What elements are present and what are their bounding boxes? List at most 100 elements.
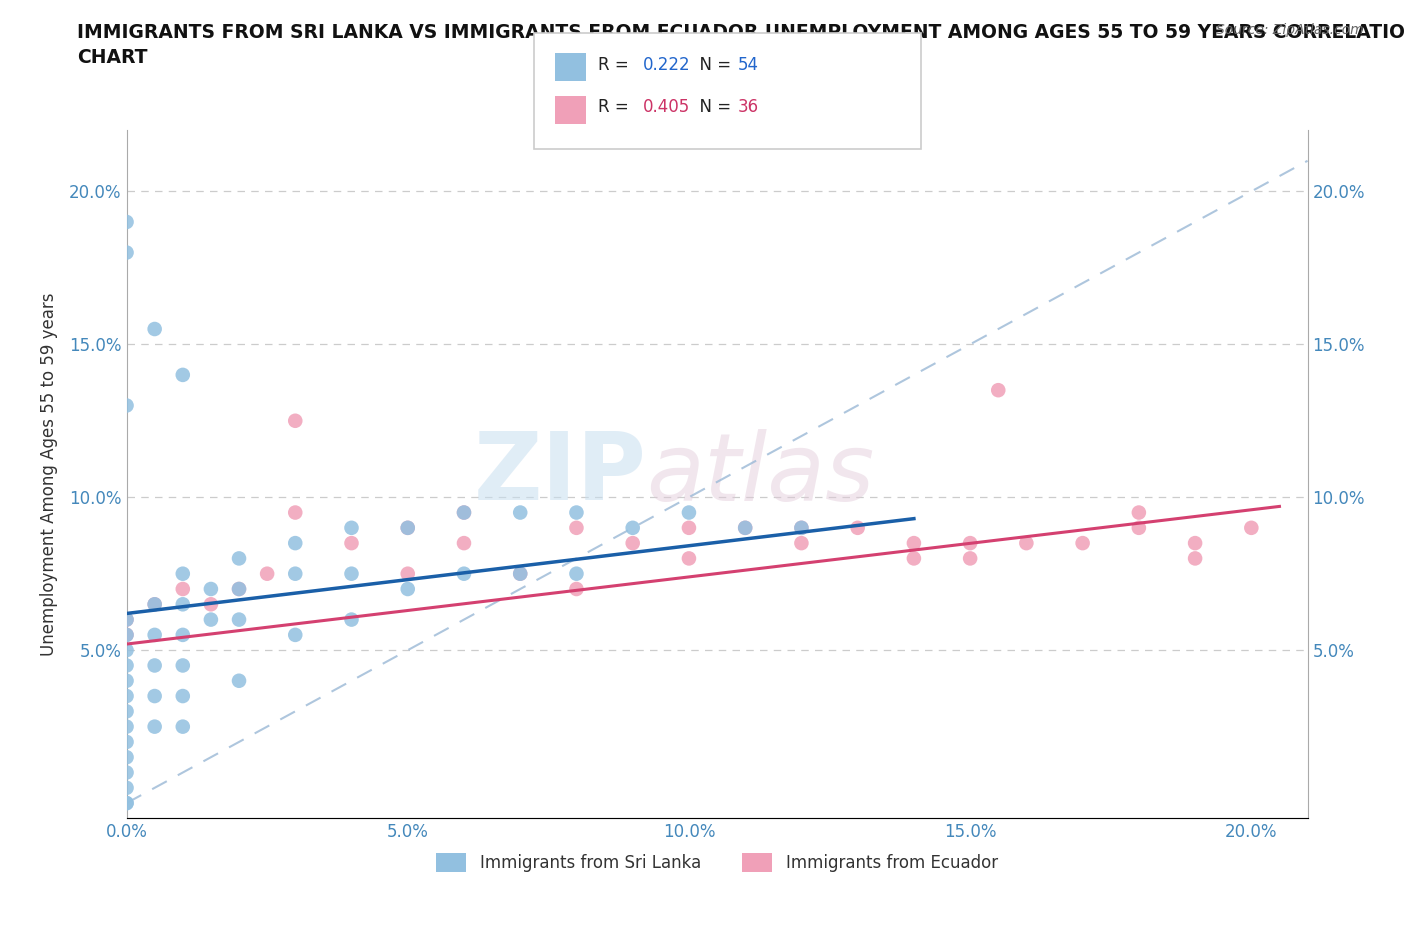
Point bbox=[565, 581, 588, 596]
Point bbox=[1015, 536, 1038, 551]
Text: N =: N = bbox=[689, 56, 737, 73]
Point bbox=[143, 628, 166, 643]
Point bbox=[340, 521, 363, 536]
Point bbox=[284, 413, 307, 428]
Point bbox=[509, 505, 531, 520]
Text: 36: 36 bbox=[738, 98, 759, 115]
Point bbox=[172, 367, 194, 382]
Point bbox=[790, 521, 813, 536]
Point bbox=[678, 521, 700, 536]
Point bbox=[621, 536, 644, 551]
Point bbox=[200, 581, 222, 596]
Point bbox=[115, 735, 138, 750]
Point bbox=[734, 521, 756, 536]
Point bbox=[143, 688, 166, 703]
Point bbox=[565, 521, 588, 536]
Point bbox=[172, 566, 194, 581]
Point bbox=[115, 612, 138, 627]
Point bbox=[453, 566, 475, 581]
Point bbox=[115, 765, 138, 780]
Text: R =: R = bbox=[598, 56, 634, 73]
Point bbox=[903, 536, 925, 551]
Point bbox=[115, 628, 138, 643]
Text: Source: ZipAtlas.com: Source: ZipAtlas.com bbox=[1216, 23, 1364, 37]
Point bbox=[256, 566, 278, 581]
Point bbox=[115, 658, 138, 673]
Point bbox=[115, 643, 138, 658]
Point bbox=[143, 597, 166, 612]
Point bbox=[621, 521, 644, 536]
Point bbox=[1184, 536, 1206, 551]
Text: IMMIGRANTS FROM SRI LANKA VS IMMIGRANTS FROM ECUADOR UNEMPLOYMENT AMONG AGES 55 : IMMIGRANTS FROM SRI LANKA VS IMMIGRANTS … bbox=[77, 23, 1406, 42]
Point bbox=[1071, 536, 1094, 551]
Text: ZIP: ZIP bbox=[474, 429, 647, 520]
Point bbox=[959, 551, 981, 565]
Text: CHART: CHART bbox=[77, 48, 148, 67]
Point bbox=[565, 566, 588, 581]
Point bbox=[678, 551, 700, 565]
Point bbox=[1184, 551, 1206, 565]
Point bbox=[734, 521, 756, 536]
Point bbox=[284, 505, 307, 520]
Point bbox=[340, 566, 363, 581]
Text: R =: R = bbox=[598, 98, 634, 115]
Point bbox=[228, 612, 250, 627]
Point bbox=[143, 322, 166, 337]
Point bbox=[846, 521, 869, 536]
Point bbox=[565, 505, 588, 520]
Point bbox=[228, 673, 250, 688]
Point bbox=[453, 536, 475, 551]
Point bbox=[340, 536, 363, 551]
Point bbox=[200, 612, 222, 627]
Point bbox=[115, 673, 138, 688]
Point bbox=[228, 581, 250, 596]
Point bbox=[172, 719, 194, 734]
Point bbox=[115, 796, 138, 811]
Point bbox=[172, 628, 194, 643]
Point bbox=[143, 658, 166, 673]
Point bbox=[987, 383, 1010, 398]
Point bbox=[115, 612, 138, 627]
Point bbox=[453, 505, 475, 520]
Point bbox=[115, 796, 138, 811]
Point bbox=[172, 597, 194, 612]
Point bbox=[115, 398, 138, 413]
Point bbox=[396, 581, 419, 596]
Text: atlas: atlas bbox=[647, 429, 875, 520]
Point bbox=[903, 551, 925, 565]
Point bbox=[509, 566, 531, 581]
Point bbox=[115, 704, 138, 719]
Point bbox=[143, 597, 166, 612]
Point bbox=[1240, 521, 1263, 536]
Point bbox=[228, 581, 250, 596]
Point bbox=[115, 780, 138, 795]
Point bbox=[172, 581, 194, 596]
Point bbox=[453, 505, 475, 520]
Point bbox=[200, 597, 222, 612]
Point bbox=[115, 719, 138, 734]
Legend: Immigrants from Sri Lanka, Immigrants from Ecuador: Immigrants from Sri Lanka, Immigrants fr… bbox=[430, 846, 1004, 879]
Point bbox=[115, 688, 138, 703]
Text: 54: 54 bbox=[738, 56, 759, 73]
Point bbox=[284, 566, 307, 581]
Point bbox=[1128, 521, 1150, 536]
Point bbox=[115, 750, 138, 764]
Point bbox=[115, 246, 138, 260]
Point bbox=[172, 658, 194, 673]
Point bbox=[790, 536, 813, 551]
Point bbox=[678, 505, 700, 520]
Text: N =: N = bbox=[689, 98, 737, 115]
Point bbox=[396, 521, 419, 536]
Point bbox=[340, 612, 363, 627]
Point bbox=[1128, 505, 1150, 520]
Point bbox=[228, 551, 250, 565]
Point bbox=[959, 536, 981, 551]
Point bbox=[115, 215, 138, 230]
Text: 0.222: 0.222 bbox=[643, 56, 690, 73]
Point bbox=[396, 566, 419, 581]
Point bbox=[143, 719, 166, 734]
Point bbox=[172, 688, 194, 703]
Point bbox=[509, 566, 531, 581]
Point bbox=[284, 628, 307, 643]
Text: 0.405: 0.405 bbox=[643, 98, 690, 115]
